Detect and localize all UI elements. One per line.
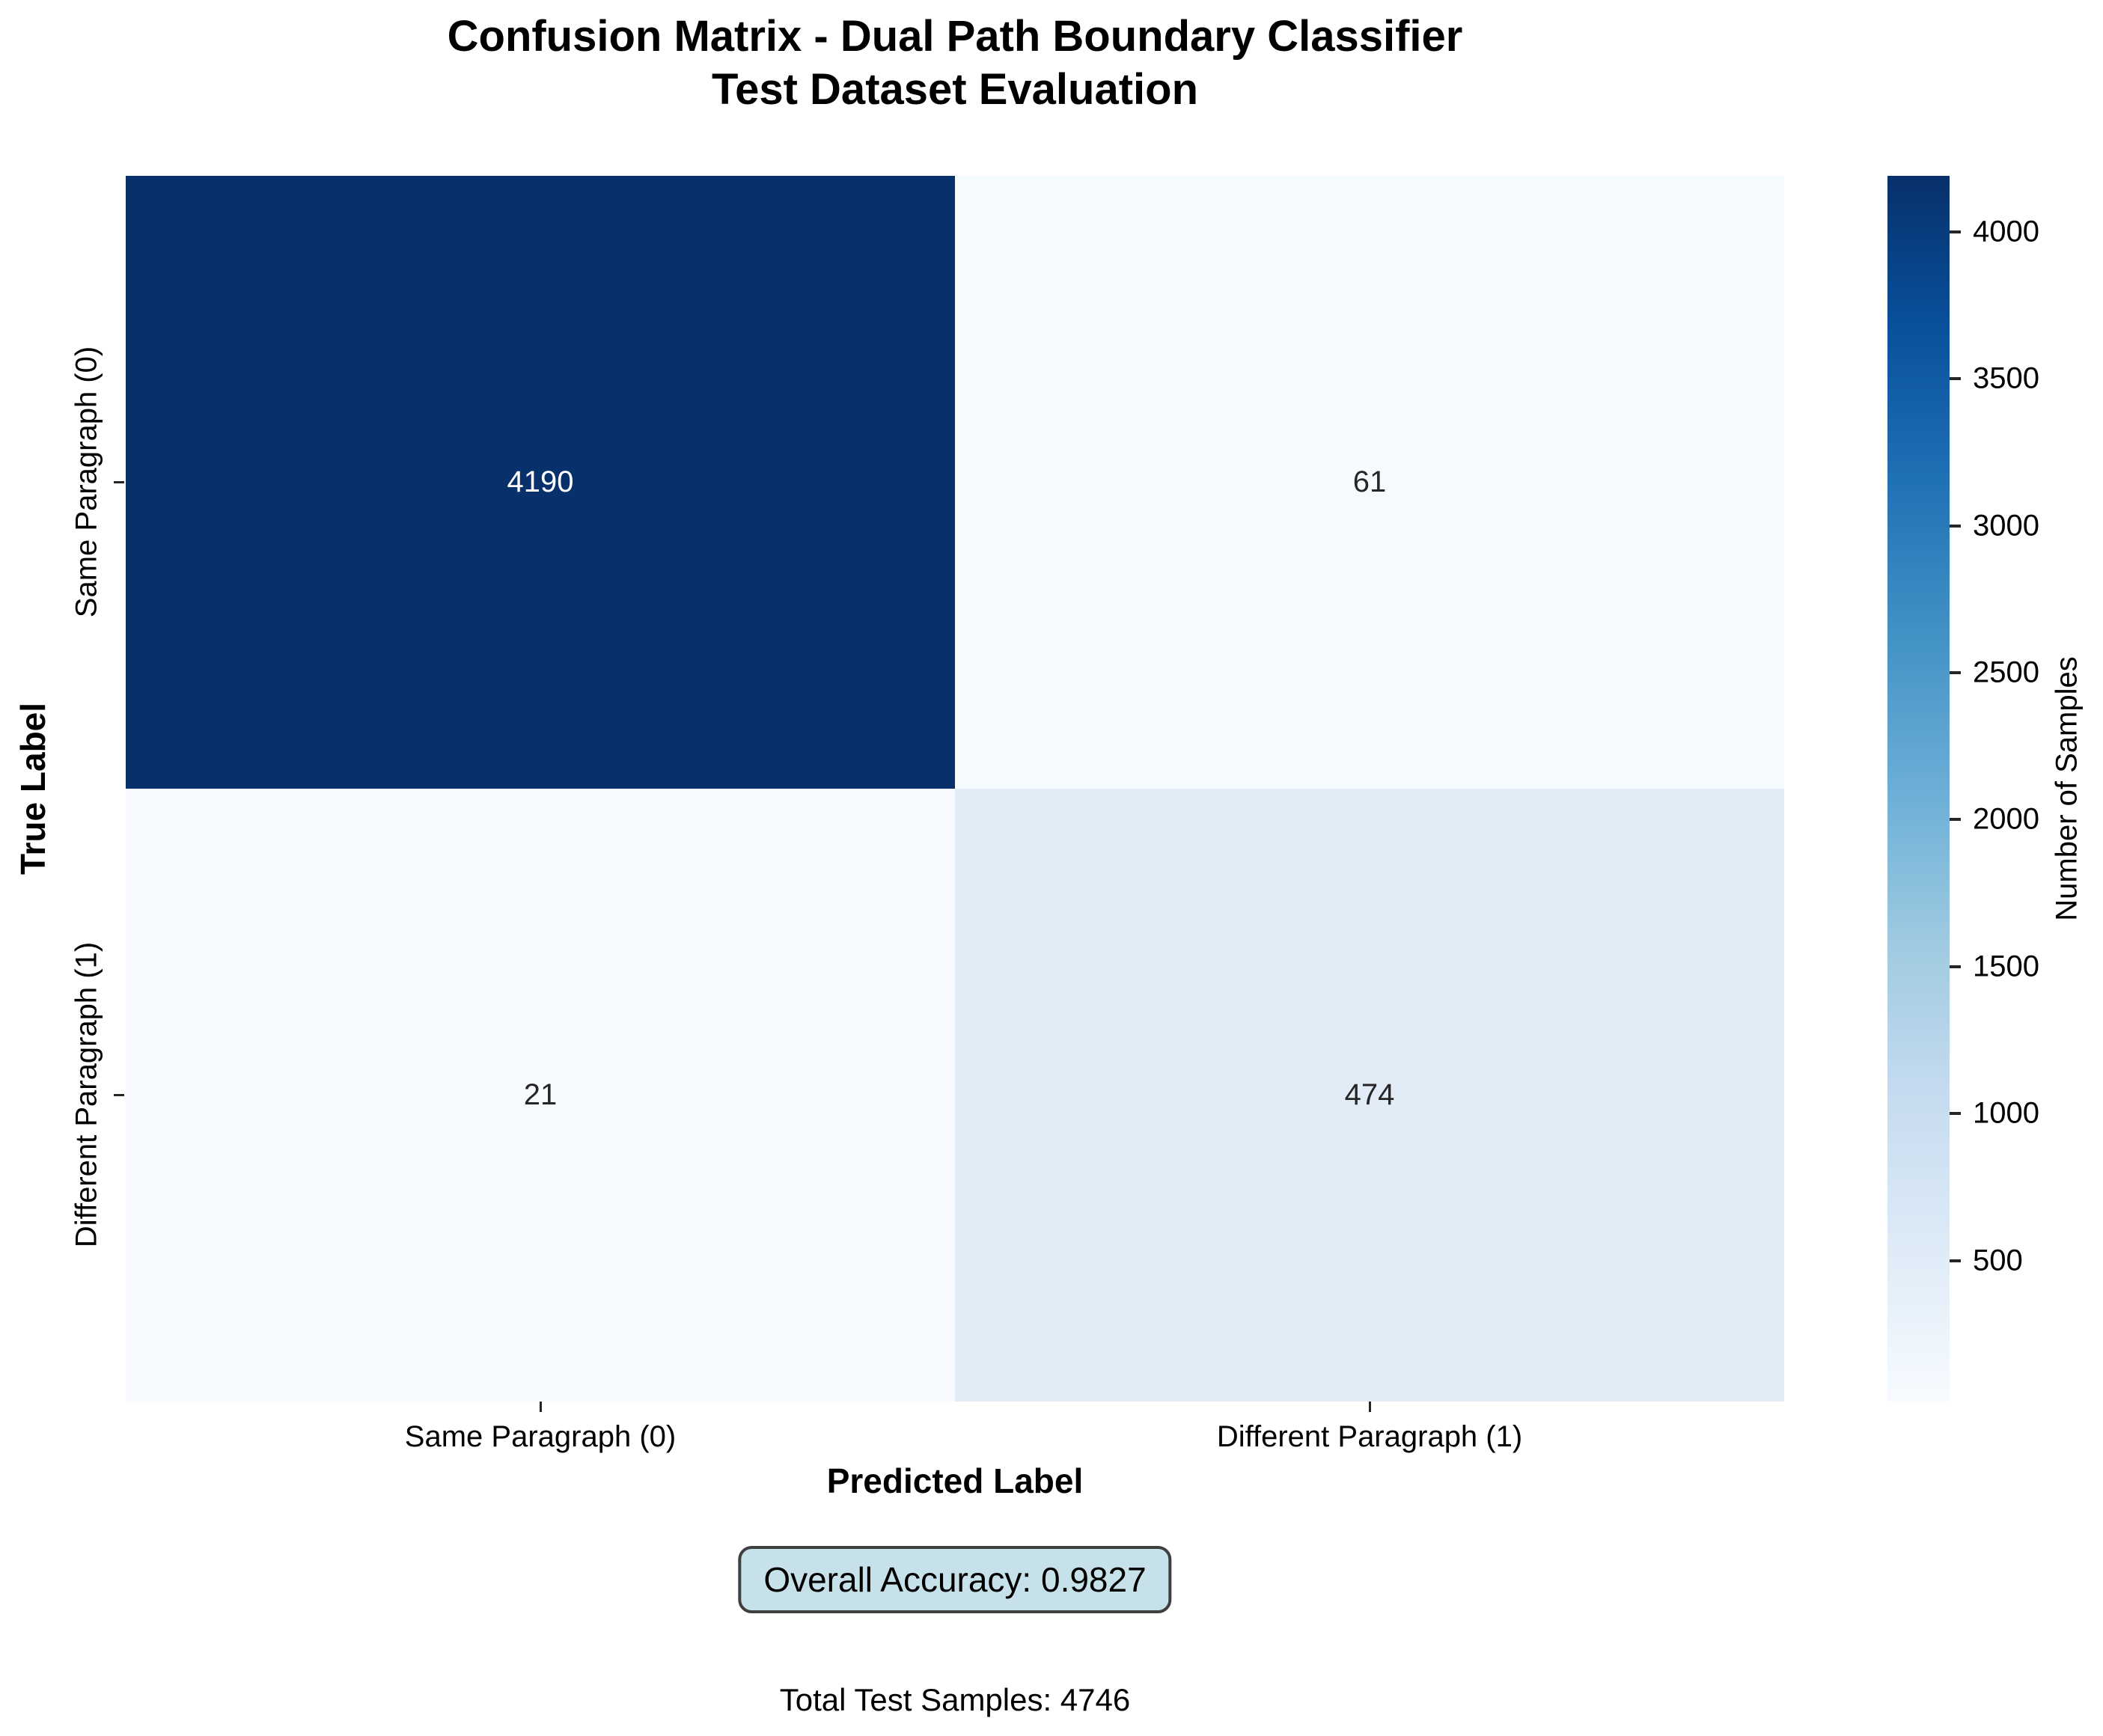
colorbar <box>1887 176 1950 1402</box>
y-tick-label-1: Different Paragraph (1) <box>70 941 103 1248</box>
x-tick-label-0: Same Paragraph (0) <box>404 1420 677 1453</box>
x-tick-mark-0 <box>540 1402 542 1412</box>
chart-title-line2: Test Dataset Evaluation <box>711 64 1198 114</box>
colorbar-tick-mark <box>1950 377 1961 380</box>
colorbar-tick-label: 4000 <box>1973 215 2039 248</box>
colorbar-tick-label: 3000 <box>1973 509 2039 542</box>
colorbar-tick-label: 2000 <box>1973 802 2039 836</box>
colorbar-tick-label: 3500 <box>1973 361 2039 395</box>
total-samples-text: Total Test Samples: 4746 <box>779 1682 1131 1717</box>
cell-value: 61 <box>1352 465 1387 498</box>
colorbar-tick-label: 2500 <box>1973 655 2039 689</box>
x-tick-label-1: Different Paragraph (1) <box>1216 1420 1523 1453</box>
heatmap-cell-true0-pred0: 4190 <box>126 176 955 789</box>
colorbar-tick-mark <box>1950 1259 1961 1262</box>
chart-title: Confusion Matrix - Dual Path Boundary Cl… <box>448 10 1463 117</box>
overall-accuracy-badge: Overall Accuracy: 0.9827 <box>738 1546 1172 1613</box>
heatmap-grid: 4190 61 21 474 <box>126 176 1784 1402</box>
colorbar-tick-mark <box>1950 525 1961 528</box>
colorbar-tick-mark <box>1950 230 1961 233</box>
cell-value: 474 <box>1344 1078 1395 1111</box>
y-tick-mark-0 <box>114 481 124 483</box>
x-tick-mark-1 <box>1369 1402 1371 1412</box>
y-axis-label: True Label <box>13 702 52 875</box>
x-axis-label: Predicted Label <box>826 1461 1084 1500</box>
chart-title-line1: Confusion Matrix - Dual Path Boundary Cl… <box>447 12 1463 61</box>
y-tick-mark-1 <box>114 1094 124 1096</box>
heatmap-cell-true0-pred1: 61 <box>955 176 1784 789</box>
colorbar-tick-mark <box>1950 818 1961 821</box>
colorbar-tick-label: 500 <box>1973 1244 2023 1277</box>
colorbar-tick-mark <box>1950 671 1961 674</box>
colorbar-axis-label: Number of Samples <box>2050 656 2084 921</box>
colorbar-tick-label: 1000 <box>1973 1096 2039 1130</box>
cell-value: 21 <box>523 1078 558 1111</box>
colorbar-tick-label: 1500 <box>1973 950 2039 983</box>
heatmap-cell-true1-pred0: 21 <box>126 789 955 1402</box>
colorbar-tick-mark <box>1950 1112 1961 1115</box>
colorbar-tick-mark <box>1950 965 1961 968</box>
heatmap-cell-true1-pred1: 474 <box>955 789 1784 1402</box>
y-tick-label-0: Same Paragraph (0) <box>70 346 103 618</box>
cell-value: 4190 <box>507 465 574 498</box>
